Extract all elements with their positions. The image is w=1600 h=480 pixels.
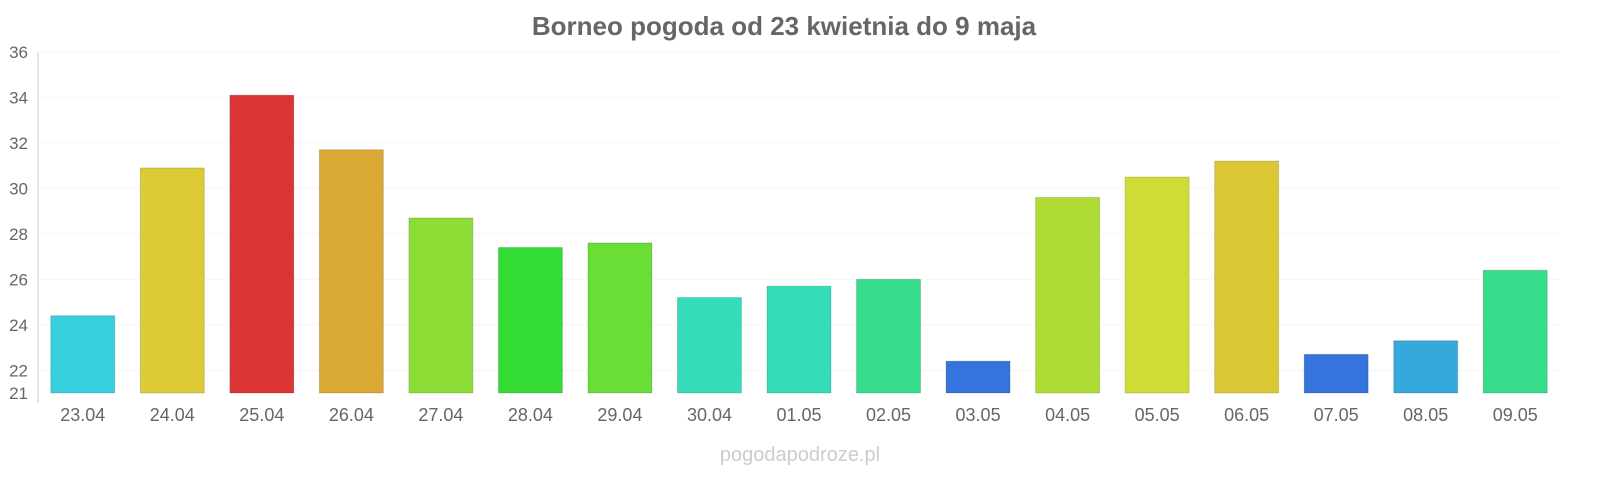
x-tick-label: 08.05	[1403, 405, 1448, 425]
y-tick-label: 22	[9, 361, 28, 380]
bar-02.05	[856, 278, 922, 394]
x-tick-label: 05.05	[1135, 405, 1180, 425]
x-tick-label: 24.04	[150, 405, 195, 425]
bar-29.04	[587, 242, 653, 394]
bars	[50, 94, 1548, 394]
y-tick-label: 26	[9, 270, 28, 289]
bar-09.05	[1482, 269, 1548, 394]
x-axis: 23.04 24.04 25.04 26.04 27.04 28.04 29.04 30.04…	[60, 405, 1538, 425]
watermark: pogodapodroze.pl	[720, 444, 880, 466]
bar-01.05	[766, 285, 832, 394]
bar-07.05	[1303, 353, 1369, 394]
x-tick-label: 23.04	[60, 405, 105, 425]
x-tick-label: 01.05	[776, 405, 821, 425]
y-tick-label: 21	[9, 384, 28, 403]
bar-23.04	[50, 315, 116, 394]
chart-title: Borneo pogoda od 23 kwietnia do 9 maja	[532, 11, 1037, 41]
bar-05.05	[1124, 176, 1190, 394]
y-tick-label: 34	[9, 88, 28, 107]
bar-30.04	[676, 297, 742, 394]
bar-25.04	[229, 94, 295, 394]
x-tick-label: 07.05	[1314, 405, 1359, 425]
x-tick-label: 09.05	[1493, 405, 1538, 425]
bar-06.05	[1214, 160, 1280, 394]
x-tick-label: 04.05	[1045, 405, 1090, 425]
bar-08.05	[1393, 340, 1459, 394]
x-tick-label: 25.04	[239, 405, 284, 425]
bar-03.05	[945, 360, 1011, 394]
y-tick-label: 36	[9, 43, 28, 62]
x-tick-label: 02.05	[866, 405, 911, 425]
x-tick-label: 03.05	[956, 405, 1001, 425]
x-tick-label: 26.04	[329, 405, 374, 425]
y-axis: 21 22 24 26 28 30 32 34 36	[9, 43, 28, 403]
bar-26.04	[318, 149, 384, 394]
y-tick-label: 32	[9, 134, 28, 153]
y-tick-label: 28	[9, 225, 28, 244]
x-tick-label: 27.04	[418, 405, 463, 425]
x-tick-label: 28.04	[508, 405, 553, 425]
y-tick-label: 24	[9, 316, 28, 335]
bar-28.04	[497, 247, 563, 394]
x-tick-label: 29.04	[597, 405, 642, 425]
x-tick-label: 06.05	[1224, 405, 1269, 425]
bar-24.04	[139, 167, 205, 394]
x-tick-label: 30.04	[687, 405, 732, 425]
bar-04.05	[1035, 196, 1101, 394]
bar-27.04	[408, 217, 474, 394]
y-tick-label: 30	[9, 179, 28, 198]
